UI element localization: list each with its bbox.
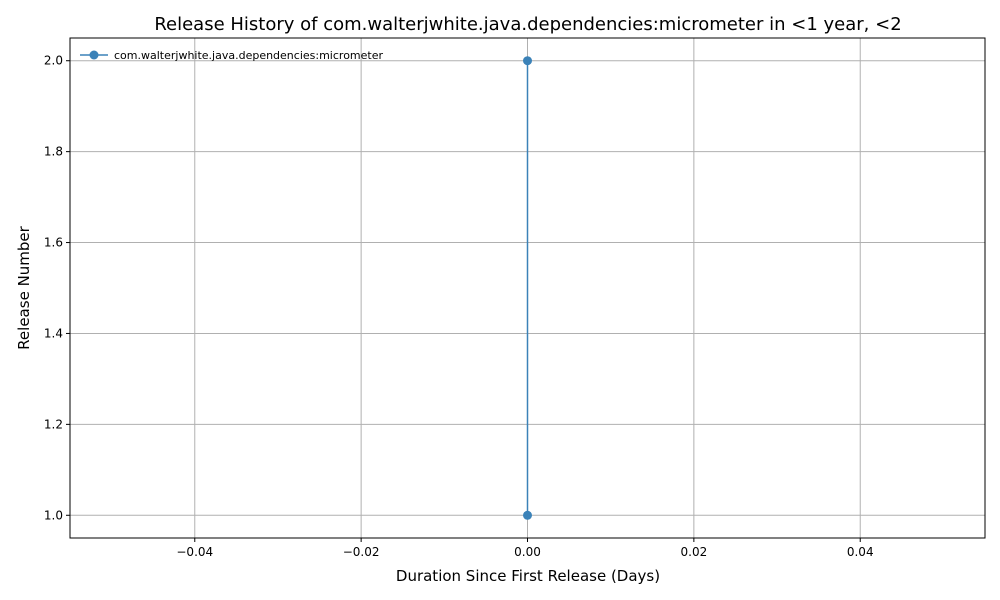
x-tick-label: 0.04 xyxy=(847,545,874,559)
y-axis-ticks: 1.0 1.2 1.4 1.6 1.8 2.0 xyxy=(44,54,70,522)
y-tick-label: 1.0 xyxy=(44,508,63,522)
y-axis-label: Release Number xyxy=(15,225,33,349)
x-axis-ticks: −0.04 −0.02 0.00 0.02 0.04 xyxy=(176,538,874,559)
y-tick-label: 1.4 xyxy=(44,326,63,340)
x-tick-label: −0.04 xyxy=(176,545,213,559)
legend-entry-label: com.walterjwhite.java.dependencies:micro… xyxy=(114,49,383,62)
data-point xyxy=(523,510,532,520)
legend: com.walterjwhite.java.dependencies:micro… xyxy=(80,49,383,62)
y-tick-label: 1.6 xyxy=(44,236,63,250)
y-tick-label: 1.8 xyxy=(44,145,63,159)
x-tick-label: 0.00 xyxy=(514,545,541,559)
x-tick-label: −0.02 xyxy=(343,545,380,559)
x-tick-label: 0.02 xyxy=(681,545,708,559)
data-point xyxy=(523,56,532,66)
chart-title: Release History of com.walterjwhite.java… xyxy=(154,14,901,35)
y-tick-label: 1.2 xyxy=(44,417,63,431)
legend-marker-swatch xyxy=(89,50,99,60)
y-tick-label: 2.0 xyxy=(44,54,63,68)
series-layer xyxy=(523,56,532,520)
x-axis-label: Duration Since First Release (Days) xyxy=(396,567,660,585)
